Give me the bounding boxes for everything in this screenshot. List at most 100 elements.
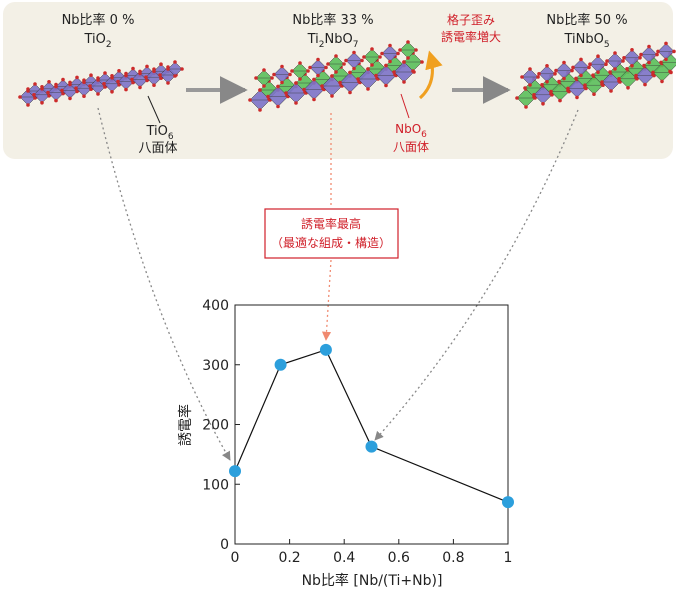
oxygen-atom bbox=[131, 66, 135, 71]
oxygen-atom bbox=[82, 94, 86, 98]
data-point bbox=[229, 465, 241, 478]
oxygen-atom bbox=[103, 71, 107, 75]
oxygen-atom bbox=[26, 103, 30, 107]
oxygen-atom bbox=[392, 70, 396, 74]
oxygen-atom bbox=[536, 75, 540, 79]
x-tick-label: 1 bbox=[504, 550, 513, 566]
oxygen-atom bbox=[262, 84, 266, 88]
oxygen-atom bbox=[130, 77, 134, 82]
structure-2-ratio: Nb比率 33 % bbox=[292, 12, 373, 28]
oxygen-atom bbox=[366, 87, 370, 91]
y-tick-label: 300 bbox=[202, 358, 229, 374]
oxygen-atom bbox=[528, 67, 532, 71]
oxygen-atom bbox=[532, 93, 536, 97]
tio2-crystal-structure bbox=[18, 60, 184, 107]
oxygen-atom bbox=[18, 95, 22, 99]
oxygen-atom bbox=[324, 65, 328, 70]
oxygen-atom bbox=[26, 89, 30, 93]
strain-curved-arrow bbox=[418, 50, 443, 100]
oxygen-atom bbox=[75, 75, 79, 80]
oxygen-atom bbox=[396, 51, 400, 56]
oxygen-atom bbox=[622, 56, 626, 60]
oxygen-atom bbox=[558, 98, 562, 103]
oxygen-atom bbox=[75, 89, 79, 94]
oxygen-atom bbox=[47, 94, 51, 98]
oxygen-atom bbox=[626, 86, 630, 90]
oxygen-atom bbox=[173, 60, 177, 64]
best-label-line1: 誘電率最高 bbox=[301, 216, 361, 231]
structure-2-formula: Ti2NbO7 bbox=[307, 32, 359, 50]
oxygen-atom bbox=[621, 59, 625, 63]
oxygen-atom bbox=[68, 82, 72, 87]
oxygen-atom bbox=[298, 77, 302, 81]
oxygen-atom bbox=[625, 67, 629, 71]
oxygen-atom bbox=[138, 85, 142, 90]
oxygen-atom bbox=[342, 62, 346, 66]
data-point bbox=[502, 496, 514, 509]
oxygen-atom bbox=[651, 70, 655, 75]
oxygen-atom bbox=[362, 55, 366, 59]
oxygen-atom bbox=[553, 72, 557, 76]
oxygen-atom bbox=[284, 91, 288, 95]
series-line bbox=[234, 349, 509, 503]
structure-1-formula-base: TiO bbox=[83, 32, 105, 47]
oxygen-atom bbox=[116, 79, 120, 84]
oxygen-atom bbox=[330, 74, 334, 78]
oxygen-atom bbox=[583, 83, 587, 87]
structure-1-formula: TiO2 bbox=[83, 32, 111, 50]
oxygen-atom bbox=[270, 76, 274, 80]
x-tick-label: 0.6 bbox=[388, 550, 410, 566]
oxygen-atom bbox=[344, 58, 348, 63]
oxygen-atom bbox=[276, 84, 280, 89]
oxygen-atom bbox=[102, 82, 106, 86]
connector-arrow-tinbo5 bbox=[374, 109, 579, 441]
tio6-pointer-line bbox=[147, 95, 161, 124]
oxygen-atom bbox=[360, 58, 364, 63]
oxygen-atom bbox=[579, 57, 583, 62]
oxygen-atom bbox=[668, 69, 672, 74]
y-tick-label: 0 bbox=[220, 537, 229, 553]
oxygen-atom bbox=[330, 94, 334, 98]
oxygen-atom bbox=[326, 62, 330, 66]
oxygen-atom bbox=[306, 69, 310, 73]
oxygen-atom bbox=[352, 66, 356, 71]
oxygen-atom bbox=[166, 81, 170, 85]
oxygen-atom bbox=[145, 64, 149, 69]
oxygen-atom bbox=[540, 83, 544, 87]
oxygen-atom bbox=[96, 92, 100, 96]
oxygen-atom bbox=[32, 93, 36, 97]
best-composition-box bbox=[264, 208, 399, 259]
oxygen-atom bbox=[82, 80, 86, 84]
oxygen-atom bbox=[320, 84, 324, 88]
oxygen-atom bbox=[74, 86, 78, 90]
oxygen-atom bbox=[515, 96, 519, 100]
oxygen-atom bbox=[348, 70, 352, 75]
oxygen-atom bbox=[609, 89, 613, 93]
oxygen-atom bbox=[158, 73, 162, 77]
y-tick-label: 400 bbox=[202, 298, 229, 314]
oxygen-atom bbox=[302, 87, 306, 92]
oxygen-atom bbox=[388, 43, 392, 48]
oxygen-atom bbox=[608, 70, 612, 74]
oxygen-atom bbox=[370, 47, 374, 51]
oxygen-atom bbox=[294, 101, 298, 105]
oxygen-atom bbox=[124, 73, 128, 78]
oxygen-atom bbox=[604, 62, 608, 66]
oxygen-atom bbox=[152, 83, 156, 87]
oxygen-atom bbox=[54, 84, 58, 89]
oxygen-atom bbox=[312, 97, 316, 102]
oxygen-atom bbox=[60, 88, 64, 93]
oxygen-atom bbox=[356, 77, 360, 81]
oxygen-atom bbox=[334, 70, 338, 74]
oxygen-atom bbox=[144, 75, 148, 79]
nbo6-pointer-line bbox=[400, 93, 410, 119]
tinbo5-crystal-structure bbox=[515, 41, 676, 109]
connector-arrow-tio2 bbox=[97, 107, 231, 461]
oxygen-atom bbox=[138, 71, 142, 76]
oxygen-atom bbox=[110, 76, 114, 80]
y-axis: 0 100 200 300 400 bbox=[202, 298, 240, 553]
oxygen-atom bbox=[528, 83, 532, 87]
data-point bbox=[365, 440, 378, 453]
oxygen-atom bbox=[89, 73, 93, 77]
oxygen-atom bbox=[89, 87, 93, 91]
